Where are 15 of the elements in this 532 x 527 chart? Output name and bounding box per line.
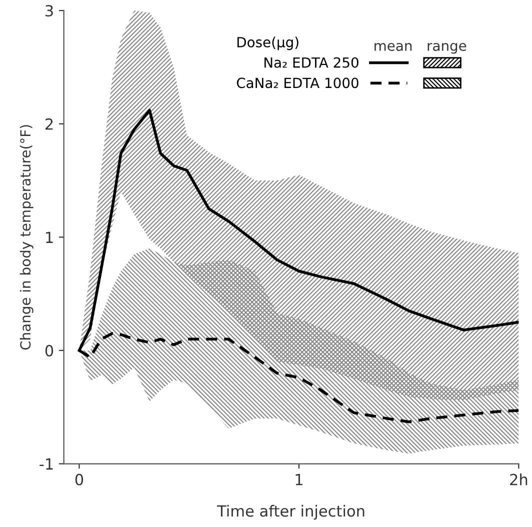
x-axis-title: Time after injection — [216, 504, 364, 520]
y-tick-label: 3 — [46, 5, 53, 17]
legend-title: Dose(μg) — [237, 36, 298, 50]
y-tick-label: 0 — [45, 344, 54, 356]
annotation: mean — [374, 43, 412, 51]
x-tick-label: 1 — [296, 474, 302, 486]
legend-label: Na₂ EDTA 250 — [264, 57, 358, 68]
y-tick-label: 1 — [46, 232, 53, 243]
x-tick-label: 0 — [75, 474, 84, 486]
legend-label: CaNa₂ EDTA 1000 — [236, 78, 358, 88]
x-tick-label: 2h — [510, 473, 528, 486]
y-tick-label: 2 — [46, 118, 53, 130]
y-axis-title: Change in body temperature(°F) — [20, 125, 34, 350]
annotation: range — [428, 43, 466, 54]
y-tick-label: -1 — [40, 458, 53, 470]
